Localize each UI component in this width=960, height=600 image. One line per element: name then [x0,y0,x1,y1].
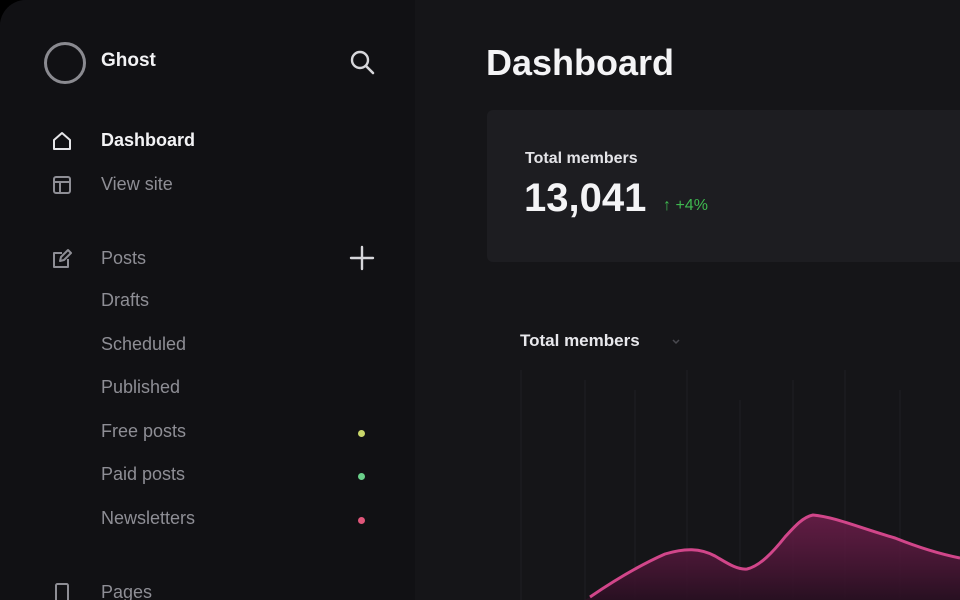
sidebar-subitem-label: Drafts [101,290,150,310]
layout-icon [53,176,71,194]
sidebar-item-view-site[interactable]: View site [40,167,390,201]
status-dot [358,430,365,437]
status-dot [358,517,365,524]
chevron-down-icon[interactable] [671,337,681,347]
search-icon [350,50,375,75]
search-button[interactable] [346,46,378,78]
stat-value: 13,041 [524,176,647,220]
total-members-card[interactable]: Total members 13,041 ↑ +4% [487,110,960,262]
chart-line [589,513,960,599]
sidebar-subitem-paid-posts[interactable]: Paid posts [90,459,390,491]
sidebar-item-posts[interactable]: Posts [40,241,390,275]
sidebar-item-label: Pages [101,582,153,600]
sidebar-subitem-label: Paid posts [101,464,186,484]
sidebar-subitem-label: Published [101,377,181,397]
stat-delta-badge: ↑ +4% [663,197,708,214]
sidebar-item-label: View site [101,174,173,194]
site-logo[interactable] [44,42,86,84]
status-dot [358,473,365,480]
sidebar-subitem-published[interactable]: Published [90,372,390,404]
sidebar: Ghost Dashboard View site [0,0,415,600]
stat-label: Total members [525,150,638,167]
sidebar-subitem-label: Free posts [101,421,187,441]
plus-icon [349,245,375,271]
main-content: Dashboard Total members 13,041 ↑ +4% Tot… [415,0,960,600]
page-title: Dashboard [486,42,675,83]
sidebar-subitem-scheduled[interactable]: Scheduled [90,329,390,361]
sidebar-subitem-newsletters[interactable]: Newsletters [90,503,390,535]
sidebar-subitem-label: Newsletters [101,508,196,528]
sidebar-subitem-label: Scheduled [101,334,187,354]
page-icon [55,583,69,600]
edit-icon [53,249,72,268]
sidebar-item-label: Posts [101,248,147,268]
home-icon [53,132,71,150]
sidebar-item-pages[interactable]: Pages [40,575,390,600]
sidebar-subitem-free-posts[interactable]: Free posts [90,416,390,448]
members-chart [520,370,960,600]
chart-title[interactable]: Total members [520,331,640,350]
sidebar-item-label: Dashboard [101,130,196,150]
chart-area-fill [585,515,960,600]
sidebar-item-dashboard[interactable]: Dashboard [40,123,390,157]
add-post-button[interactable] [346,242,378,274]
brand-name[interactable]: Ghost [101,50,156,71]
sidebar-subitem-drafts[interactable]: Drafts [90,285,390,317]
